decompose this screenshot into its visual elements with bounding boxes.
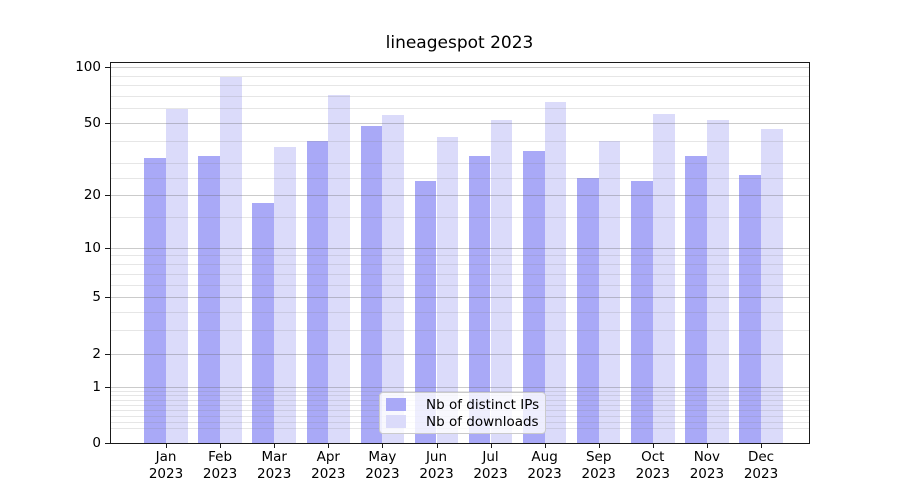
y-tick-mark: [105, 443, 110, 444]
y-tick-mark: [105, 353, 110, 355]
x-tick-label: Jun 2023: [419, 449, 454, 482]
y-tick-mark: [105, 386, 110, 388]
y-tick-mark: [105, 247, 110, 249]
major-gridline: [111, 195, 809, 196]
minor-gridline: [111, 85, 809, 86]
bar-downloads: [220, 77, 242, 443]
x-tick-mark: [706, 444, 708, 448]
x-tick-label: Apr 2023: [311, 449, 346, 482]
x-tick-label: Mar 2023: [257, 449, 292, 482]
bar-distinct-ips: [198, 155, 221, 443]
x-tick-mark: [166, 444, 167, 448]
plot-spine-bottom: [110, 443, 810, 444]
bar-distinct-ips: [739, 174, 761, 443]
x-tick-mark: [274, 444, 276, 448]
y-tick-mark: [105, 297, 110, 298]
bar-distinct-ips: [631, 180, 653, 443]
bar-downloads: [652, 113, 675, 443]
minor-gridline: [111, 108, 809, 110]
y-tick-mark: [105, 67, 110, 68]
legend-item-downloads: Nb of downloads: [380, 413, 545, 430]
bar-distinct-ips: [685, 155, 707, 443]
x-tick-mark: [382, 444, 384, 448]
x-tick-label: Jan 2023: [148, 449, 184, 482]
y-tick-label: 2: [92, 345, 101, 362]
minor-gridline: [111, 273, 809, 275]
legend-label-downloads: Nb of downloads: [426, 413, 539, 430]
minor-gridline: [111, 311, 809, 313]
legend: Nb of distinct IPs Nb of downloads: [379, 392, 546, 434]
y-tick-label: 100: [75, 59, 101, 75]
legend-swatch-distinct-ips-icon: [386, 398, 406, 411]
x-tick-mark: [598, 444, 600, 448]
y-tick-label: 0: [92, 435, 101, 451]
x-tick-mark: [761, 444, 762, 448]
x-tick-mark: [328, 444, 330, 448]
bar-downloads: [761, 129, 783, 443]
y-tick-label: 5: [92, 289, 101, 305]
x-tick-label: Sep 2023: [581, 449, 616, 482]
chart-title: lineagespot 2023: [385, 33, 534, 53]
bar-distinct-ips: [576, 177, 599, 443]
x-tick-label: Nov 2023: [689, 449, 725, 482]
minor-gridline: [111, 284, 809, 286]
minor-gridline: [111, 95, 809, 97]
y-tick-mark: [105, 122, 110, 124]
x-tick-mark: [544, 444, 546, 448]
minor-gridline: [111, 255, 809, 257]
bar-downloads: [382, 115, 405, 443]
bar-downloads: [544, 101, 567, 443]
x-tick-mark: [490, 444, 492, 448]
bar-distinct-ips: [468, 155, 491, 443]
x-tick-mark: [436, 444, 438, 448]
y-tick-label: 1: [92, 378, 101, 395]
minor-gridline: [111, 177, 809, 179]
major-gridline: [111, 353, 809, 355]
x-tick-label: Oct 2023: [635, 449, 670, 482]
bar-distinct-ips: [522, 151, 545, 443]
minor-gridline: [111, 75, 809, 77]
legend-label-distinct-ips: Nb of distinct IPs: [426, 396, 540, 413]
y-tick-label: 50: [83, 114, 101, 131]
major-gridline: [111, 386, 809, 388]
major-gridline: [111, 247, 809, 249]
major-gridline: [111, 122, 809, 124]
y-tick-label: 20: [83, 187, 101, 203]
major-gridline: [111, 297, 809, 298]
x-tick-mark: [220, 444, 222, 448]
legend-item-distinct-ips: Nb of distinct IPs: [380, 396, 545, 413]
x-tick-mark: [652, 444, 654, 448]
bar-downloads: [274, 146, 296, 443]
plot-spine-top: [110, 62, 810, 63]
bar-distinct-ips: [414, 180, 437, 443]
bar-downloads: [598, 140, 621, 443]
x-tick-label: Aug 2023: [527, 449, 562, 482]
bar-distinct-ips: [306, 140, 329, 443]
plot-spine-left: [110, 62, 111, 444]
minor-gridline: [111, 217, 809, 219]
bar-downloads: [706, 119, 729, 443]
x-tick-label: Feb 2023: [202, 449, 238, 482]
bar-downloads: [166, 109, 188, 443]
x-tick-label: Dec 2023: [743, 449, 779, 482]
bar-downloads: [328, 94, 351, 443]
bar-downloads: [490, 119, 513, 443]
plot-spine-right: [809, 62, 810, 444]
y-tick-mark: [105, 195, 110, 196]
x-tick-label: Jul 2023: [473, 449, 508, 482]
bar-downloads: [436, 136, 459, 443]
minor-gridline: [111, 140, 809, 142]
major-gridline: [111, 67, 809, 68]
legend-swatch-downloads-icon: [386, 415, 406, 428]
y-tick-label: 10: [83, 239, 101, 256]
minor-gridline: [111, 390, 809, 392]
bar-distinct-ips: [144, 158, 166, 443]
bar-distinct-ips: [252, 203, 275, 443]
minor-gridline: [111, 264, 809, 265]
x-tick-label: May 2023: [365, 449, 400, 482]
bar-distinct-ips: [360, 125, 383, 443]
minor-gridline: [111, 330, 809, 332]
minor-gridline: [111, 163, 809, 165]
